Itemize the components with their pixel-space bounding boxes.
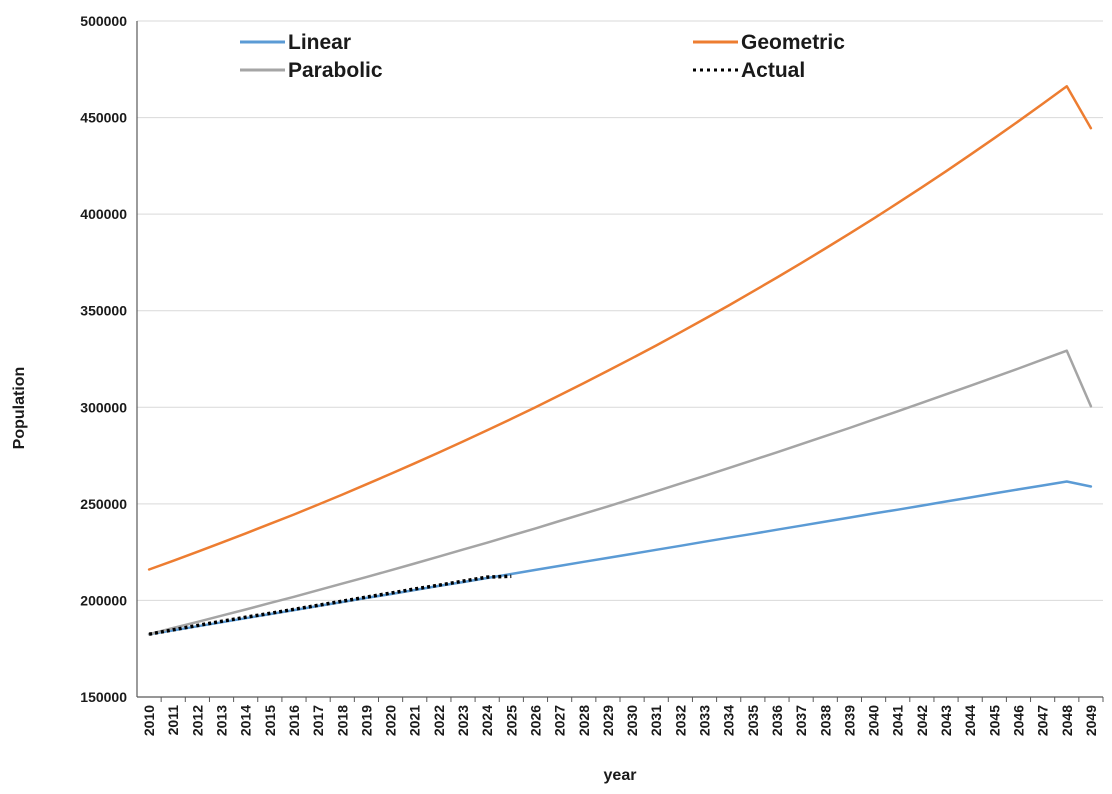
x-tick-label: 2026 bbox=[527, 705, 543, 736]
x-tick-label: 2019 bbox=[358, 705, 374, 736]
x-tick-label: 2048 bbox=[1059, 705, 1075, 736]
x-tick-label: 2027 bbox=[552, 705, 568, 736]
x-tick-label: 2022 bbox=[431, 705, 447, 736]
grid bbox=[137, 20, 1103, 601]
y-tick-label: 500000 bbox=[80, 13, 127, 29]
x-tick-label: 2042 bbox=[914, 705, 930, 736]
x-tick-label: 2020 bbox=[383, 705, 399, 736]
legend-label-parabolic: Parabolic bbox=[288, 59, 383, 82]
y-tick-label: 250000 bbox=[80, 496, 127, 512]
x-tick-label: 2032 bbox=[672, 705, 688, 736]
x-tick-label: 2041 bbox=[890, 705, 906, 736]
y-tick-label: 350000 bbox=[80, 303, 127, 319]
x-tick-label: 2043 bbox=[938, 705, 954, 736]
x-tick-label: 2025 bbox=[503, 705, 519, 736]
x-tick-label: 2024 bbox=[479, 705, 495, 736]
x-tick-label: 2030 bbox=[624, 705, 640, 736]
x-tick-label: 2011 bbox=[165, 705, 181, 736]
x-tick-label: 2039 bbox=[841, 705, 857, 736]
y-tick-label: 200000 bbox=[80, 592, 127, 608]
series bbox=[147, 85, 1093, 636]
y-tick-label: 150000 bbox=[80, 689, 127, 705]
x-tick-label: 2012 bbox=[189, 705, 205, 736]
series-line-linear bbox=[147, 480, 1093, 636]
x-tick-label: 2035 bbox=[745, 705, 761, 736]
x-tick-label: 2047 bbox=[1035, 705, 1051, 736]
y-tick-label: 400000 bbox=[80, 206, 127, 222]
x-tick-label: 2049 bbox=[1083, 705, 1099, 736]
x-tick-label: 2029 bbox=[600, 705, 616, 736]
x-tick-label: 2017 bbox=[310, 705, 326, 736]
x-tick-label: 2021 bbox=[407, 705, 423, 736]
series-line-parabolic bbox=[147, 349, 1093, 636]
legend-label-actual: Actual bbox=[741, 59, 805, 82]
x-tick-label: 2034 bbox=[721, 705, 737, 736]
x-axis-title: year bbox=[604, 767, 637, 784]
x-tick-label: 2013 bbox=[214, 705, 230, 736]
legend-label-geometric: Geometric bbox=[741, 31, 845, 54]
y-axis-title: Population bbox=[11, 367, 28, 450]
x-tick-label: 2014 bbox=[238, 705, 254, 736]
x-tick-label: 2028 bbox=[576, 705, 592, 736]
series-line-actual bbox=[148, 574, 512, 636]
y-tick-label: 300000 bbox=[80, 399, 127, 415]
series-line-geometric bbox=[147, 85, 1093, 571]
y-tick-label: 450000 bbox=[80, 110, 127, 126]
legend: Linear Geometric Parabolic Actual bbox=[240, 31, 845, 82]
x-tick-label: 2033 bbox=[697, 705, 713, 736]
x-tick-label: 2015 bbox=[262, 705, 278, 736]
x-tick-label: 2044 bbox=[962, 705, 978, 736]
x-tick-label: 2040 bbox=[866, 705, 882, 736]
x-tick-label: 2031 bbox=[648, 705, 664, 736]
legend-label-linear: Linear bbox=[288, 31, 351, 54]
x-tick-label: 2010 bbox=[141, 705, 157, 736]
x-tick-label: 2036 bbox=[769, 705, 785, 736]
axes: 150000 200000 250000 300000 350000 400000 4500… bbox=[80, 13, 1104, 736]
x-tick-label: 2038 bbox=[817, 705, 833, 736]
x-tick-label: 2045 bbox=[986, 705, 1002, 736]
x-tick-label: 2016 bbox=[286, 705, 302, 736]
x-tick-label: 2023 bbox=[455, 705, 471, 736]
x-tick-label: 2018 bbox=[334, 705, 350, 736]
x-tick-label: 2046 bbox=[1010, 705, 1026, 736]
x-tick-label: 2037 bbox=[793, 705, 809, 736]
